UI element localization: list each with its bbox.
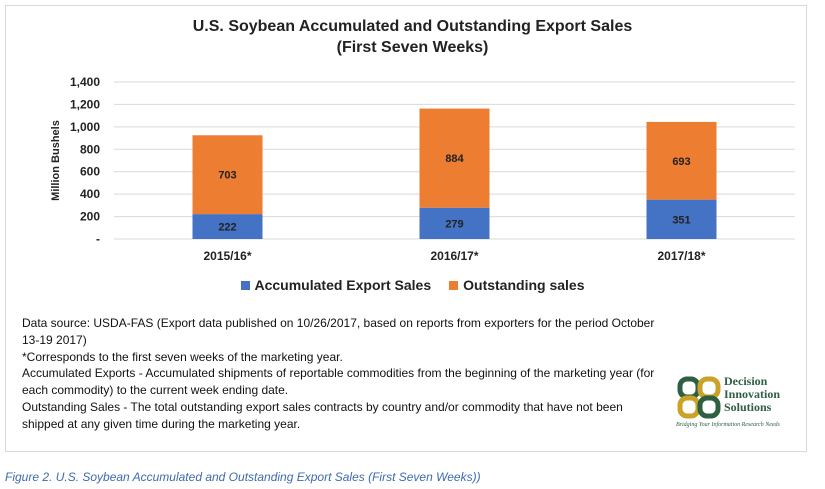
bar-accumulated bbox=[192, 214, 263, 239]
y-axis-label: Million Bushels bbox=[50, 120, 62, 201]
data-label-outstanding: 703 bbox=[218, 170, 236, 182]
figure-caption: Figure 2. U.S. Soybean Accumulated and O… bbox=[5, 470, 481, 484]
logo-word-innovation: Innovation bbox=[724, 387, 781, 401]
y-tick-label: 1,000 bbox=[70, 120, 100, 134]
y-tick-label: 600 bbox=[80, 165, 100, 179]
y-tick-label: 200 bbox=[80, 210, 100, 224]
note-data-source: Data source: USDA-FAS (Export data publi… bbox=[22, 316, 655, 347]
note-footnote: *Corresponds to the first seven weeks of… bbox=[22, 349, 343, 364]
company-logo: Decision Innovation Solutions Bridging Y… bbox=[676, 375, 802, 433]
data-label-accumulated: 222 bbox=[218, 222, 236, 234]
legend-item-outstanding: Outstanding sales bbox=[449, 277, 584, 293]
legend-label-accumulated: Accumulated Export Sales bbox=[254, 277, 432, 293]
note-accumulated-definition: Accumulated Exports - Accumulated shipme… bbox=[22, 366, 655, 398]
logo-wordmark: Decision Innovation Solutions bbox=[724, 375, 780, 414]
y-tick-label: 800 bbox=[80, 142, 100, 156]
legend-label-outstanding: Outstanding sales bbox=[463, 277, 585, 293]
note-outstanding-definition: Outstanding Sales - The total outstandin… bbox=[22, 399, 623, 431]
x-tick-label: 2016/17* bbox=[430, 249, 478, 263]
stacked-bar-chart: - 200 400 600 800 1,000 1,200 1,400 Million Bush… bbox=[50, 75, 795, 263]
x-tick-label: 2015/16* bbox=[203, 249, 251, 263]
logo-knot-icon bbox=[677, 376, 721, 419]
chart-title: U.S. Soybean Accumulated and Outstanding… bbox=[192, 18, 633, 35]
y-tick-label: 400 bbox=[80, 187, 100, 201]
x-tick-label: 2017/18* bbox=[657, 249, 705, 263]
y-tick-label: 1,400 bbox=[70, 75, 100, 89]
data-label-accumulated: 279 bbox=[445, 218, 463, 230]
data-label-accumulated: 351 bbox=[672, 214, 690, 226]
legend-swatch-accumulated bbox=[240, 280, 250, 290]
logo-tagline: Bridging Your Information Research Needs bbox=[676, 422, 780, 428]
data-label-outstanding: 884 bbox=[445, 153, 464, 165]
bar-outstanding bbox=[192, 135, 263, 215]
bar-outstanding bbox=[646, 121, 717, 200]
logo-word-decision: Decision bbox=[724, 374, 768, 388]
bar-accumulated bbox=[419, 207, 490, 239]
legend-item-accumulated: Accumulated Export Sales bbox=[240, 277, 432, 293]
data-label-outstanding: 693 bbox=[672, 156, 690, 168]
legend-swatch-outstanding bbox=[449, 280, 459, 290]
bar-accumulated bbox=[646, 199, 717, 239]
y-tick-label: 1,200 bbox=[70, 97, 100, 111]
logo-word-solutions: Solutions bbox=[724, 400, 772, 414]
chart-subtitle: (First Seven Weeks) bbox=[336, 39, 489, 56]
chart-notes: Data source: USDA-FAS (Export data publi… bbox=[22, 315, 662, 433]
bar-outstanding bbox=[419, 108, 490, 208]
chart-legend: Accumulated Export Sales Outstanding sal… bbox=[0, 277, 825, 293]
y-tick-label: - bbox=[96, 232, 100, 246]
